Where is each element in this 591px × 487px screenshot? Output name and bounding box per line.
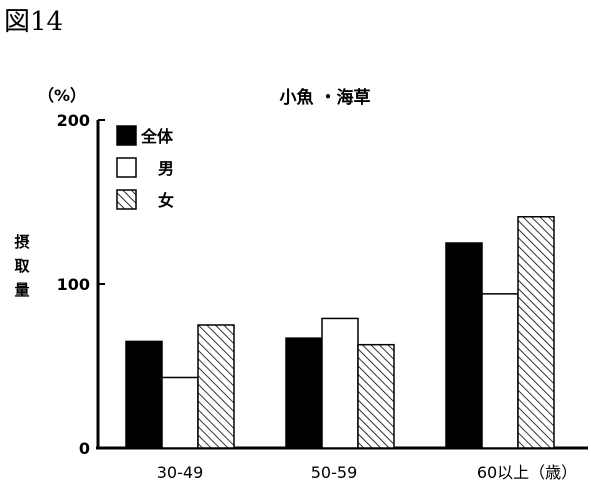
figure-label: 図14 <box>4 7 63 37</box>
x-category-label: 50-59 <box>311 463 358 482</box>
y-axis-label-char: 摂 <box>14 233 29 251</box>
legend-label: 男 <box>158 159 174 178</box>
legend-label: 全体 <box>140 127 174 146</box>
bar-male <box>161 376 199 449</box>
y-unit-label: （%） <box>38 86 86 105</box>
bar-total <box>285 337 323 449</box>
y-tick-label: 0 <box>79 439 90 458</box>
legend-swatch <box>116 125 137 146</box>
y-axis-label-char: 量 <box>14 281 29 299</box>
bars <box>125 216 555 449</box>
bar-female <box>517 216 555 449</box>
bar-total <box>445 242 483 449</box>
y-ticks: 0 100 200 <box>57 111 105 458</box>
chart-title: 小魚 ・海草 <box>280 87 371 108</box>
y-axis-label: 摂取量 <box>14 233 30 299</box>
bar-female <box>357 343 395 449</box>
bar-total <box>125 340 163 449</box>
bar-male <box>481 293 519 449</box>
y-tick-label: 100 <box>57 275 90 294</box>
y-tick-label: 200 <box>57 111 90 130</box>
x-category-label: 60以上（歳） <box>477 463 577 482</box>
x-categories: 30-49 50-59 60以上（歳） <box>157 463 577 482</box>
legend-swatch <box>116 157 137 178</box>
x-category-label: 30-49 <box>157 463 204 482</box>
bar-male <box>321 317 359 449</box>
bar-female <box>197 324 235 449</box>
y-axis-label-char: 取 <box>14 257 30 275</box>
legend-swatch <box>116 189 137 210</box>
legend-label: 女 <box>158 191 174 210</box>
